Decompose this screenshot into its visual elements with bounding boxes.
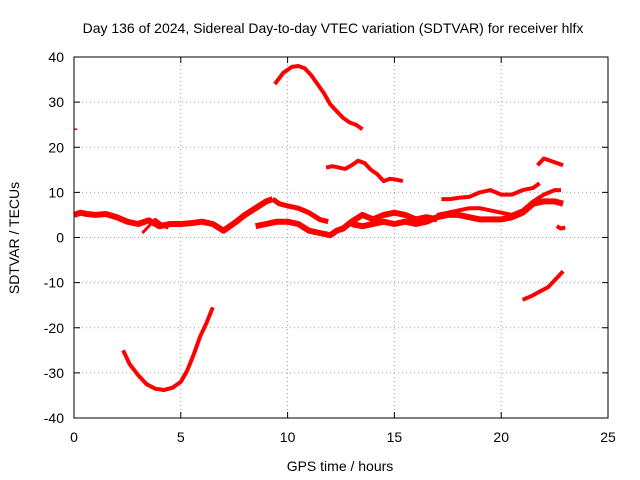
chart-title: Day 136 of 2024, Sidereal Day-to-day VTE… bbox=[83, 20, 584, 36]
x-tick-label: 5 bbox=[177, 429, 185, 445]
y-tick-label: 0 bbox=[56, 230, 64, 246]
grid bbox=[74, 57, 608, 418]
x-tick-label: 0 bbox=[70, 429, 78, 445]
y-tick-label: 40 bbox=[48, 49, 64, 65]
y-axis-label: SDTVAR / TECUs bbox=[6, 182, 22, 294]
x-axis-label: GPS time / hours bbox=[287, 458, 394, 474]
series-arc-late-short bbox=[555, 224, 566, 231]
series-arc-early-spike bbox=[141, 217, 169, 235]
series-arc-late-upper bbox=[441, 181, 541, 202]
axis-ticks: 0 5 10 15 20 25 -40 -30 -20 -10 0 10 20 30 40 bbox=[44, 49, 616, 445]
series-arc-deep-dip bbox=[121, 306, 215, 392]
y-tick-label: -10 bbox=[44, 275, 64, 291]
x-tick-label: 10 bbox=[280, 429, 296, 445]
y-tick-label: -40 bbox=[44, 410, 64, 426]
x-tick-label: 20 bbox=[493, 429, 509, 445]
y-tick-label: -20 bbox=[44, 320, 64, 336]
y-tick-label: -30 bbox=[44, 365, 64, 381]
y-tick-label: 10 bbox=[48, 184, 64, 200]
series-arc-mid-high bbox=[271, 197, 329, 225]
series-arc-upper-mid bbox=[325, 158, 404, 184]
y-tick-label: 20 bbox=[48, 139, 64, 155]
series-arc-mid-low bbox=[254, 209, 438, 239]
series-arc-late-rise bbox=[521, 269, 565, 302]
x-tick-label: 15 bbox=[387, 429, 403, 445]
series-arc-late-peak bbox=[536, 156, 564, 168]
series-arc-main-low bbox=[73, 196, 274, 234]
series-arc-late-mid bbox=[436, 188, 561, 217]
data-series bbox=[73, 64, 566, 392]
x-tick-label: 25 bbox=[600, 429, 616, 445]
series-arc-high-hump bbox=[273, 64, 364, 131]
y-tick-label: 30 bbox=[48, 94, 64, 110]
